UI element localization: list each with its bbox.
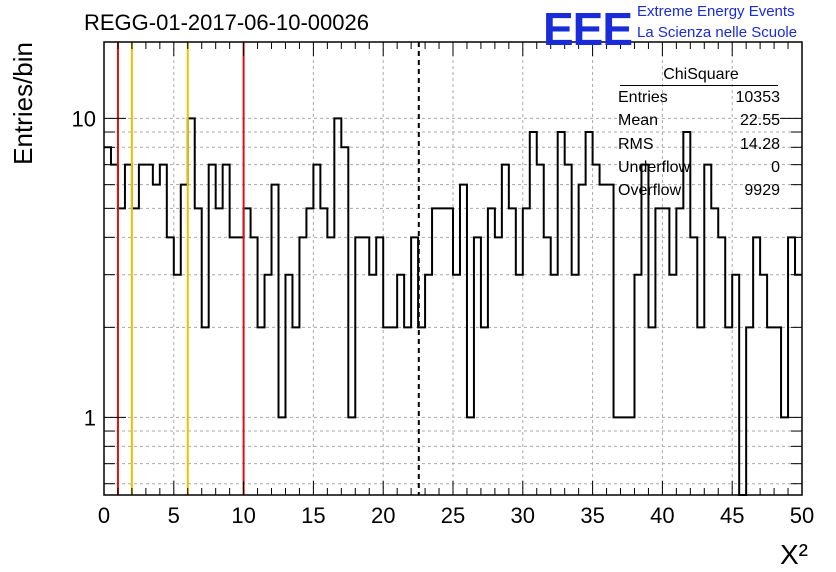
stat-value: 10353 (735, 89, 781, 106)
x-tick-label: 45 (720, 503, 744, 528)
stat-row-underflow: Underflow 0 (618, 156, 780, 179)
x-axis-label: X² (780, 539, 808, 570)
logo-line-2: La Scienza nelle Scuole (637, 24, 798, 41)
stat-row-overflow: Overflow 9929 (618, 179, 780, 202)
marker-lines (116, 42, 420, 495)
stat-label: Underflow (618, 158, 691, 176)
x-tick-label: 35 (580, 503, 604, 528)
x-axis-ticks: 0 5 10 15 20 25 30 35 40 45 50 (98, 42, 814, 528)
x-tick-label: 20 (371, 503, 395, 528)
stat-label: Overflow (618, 182, 682, 200)
stat-label: Entries (618, 89, 668, 106)
histogram-series (104, 117, 802, 496)
stat-value: 22.55 (739, 112, 780, 130)
y-tick-label: 10 (72, 106, 96, 131)
x-tick-label: 30 (511, 503, 535, 528)
stat-value: 0 (771, 158, 780, 176)
stat-row-entries: Entries 10353 (618, 86, 780, 109)
stats-title: ChiSquare (663, 66, 739, 83)
x-tick-label: 10 (231, 503, 255, 528)
stat-label: RMS (618, 135, 654, 153)
y-tick-label: 1 (84, 405, 96, 430)
x-tick-label: 50 (790, 503, 814, 528)
stats-divider (620, 85, 778, 86)
stat-label: Mean (618, 112, 659, 130)
x-tick-label: 15 (301, 503, 325, 528)
logo-line-1: Extreme Energy Events (637, 3, 795, 20)
histogram-line (104, 117, 802, 496)
y-axis-ticks: 1 10 (72, 106, 802, 485)
stat-value: 14.28 (739, 135, 780, 153)
stats-box: ChiSquare Entries 10353 Mean 22.55 RMS 14.2… (612, 66, 780, 202)
stat-row-rms: RMS 14.28 (618, 133, 780, 156)
eee-logo: EEE (543, 3, 633, 55)
x-tick-label: 5 (168, 503, 180, 528)
y-axis-label: Entries/bin (8, 42, 38, 165)
stat-value: 9929 (744, 182, 780, 200)
x-tick-label: 40 (650, 503, 674, 528)
x-tick-label: 25 (441, 503, 465, 528)
x-tick-label: 0 (98, 503, 110, 528)
stat-row-mean: Mean 22.55 (618, 109, 780, 132)
chart-title: REGG-01-2017-06-10-00026 (84, 10, 369, 35)
